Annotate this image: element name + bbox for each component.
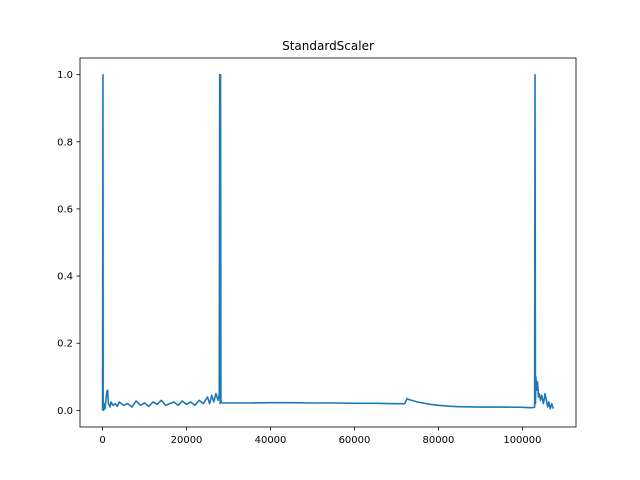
x-tick-label: 0 bbox=[99, 435, 105, 446]
x-tick-label: 100000 bbox=[503, 435, 541, 446]
y-tick-label: 0.8 bbox=[57, 137, 73, 148]
chart-title: StandardScaler bbox=[282, 39, 374, 53]
axes: 0 20000 40000 60000 80000 100000 0.0 0.2 0.4 0.6 0… bbox=[57, 57, 577, 446]
x-tick-label: 80000 bbox=[423, 435, 455, 446]
plot-area bbox=[101, 73, 554, 412]
x-tick-label: 20000 bbox=[171, 435, 203, 446]
y-tick-label: 0.0 bbox=[57, 406, 73, 417]
y-tick-label: 0.6 bbox=[57, 204, 73, 215]
series-line-0 bbox=[101, 73, 554, 412]
axes-frame bbox=[79, 57, 577, 428]
y-tick-label: 0.2 bbox=[57, 339, 73, 350]
y-tick-label: 0.4 bbox=[57, 272, 73, 283]
x-tick-label: 60000 bbox=[339, 435, 371, 446]
y-tick-label: 1.0 bbox=[57, 70, 73, 81]
x-tick-label: 40000 bbox=[255, 435, 287, 446]
